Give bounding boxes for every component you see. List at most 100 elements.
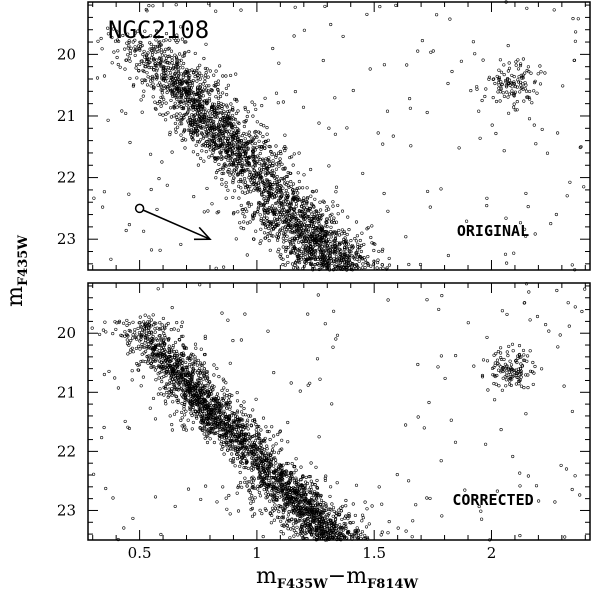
data-point (365, 227, 369, 231)
data-point (204, 130, 208, 134)
data-point (294, 499, 299, 503)
data-point (299, 220, 303, 225)
data-point (324, 220, 328, 224)
data-point (284, 245, 288, 249)
data-point (181, 54, 185, 58)
data-point (115, 38, 120, 42)
data-point (231, 447, 235, 451)
data-point (153, 417, 158, 421)
data-point (300, 199, 304, 203)
data-point (259, 438, 263, 442)
data-point (341, 240, 345, 244)
data-point (236, 154, 240, 158)
data-point (295, 254, 299, 258)
data-point (279, 177, 283, 181)
data-point (173, 53, 177, 57)
data-point (242, 131, 246, 136)
data-point (317, 228, 321, 232)
data-point (239, 460, 243, 464)
data-point (148, 76, 152, 80)
data-point (250, 465, 254, 469)
data-point (239, 139, 243, 143)
data-point (123, 47, 127, 51)
data-point (329, 230, 333, 234)
data-point (394, 3, 398, 7)
data-point (342, 251, 346, 255)
data-point (228, 439, 233, 443)
data-point (426, 189, 430, 193)
data-point (497, 68, 501, 72)
data-point (238, 152, 242, 156)
data-point (499, 80, 503, 84)
data-point (222, 125, 226, 130)
data-point (133, 53, 137, 57)
data-point (310, 515, 314, 519)
data-point (323, 476, 327, 480)
data-point (140, 110, 144, 114)
data-point (506, 44, 510, 48)
data-point (234, 111, 238, 115)
data-point (299, 232, 303, 236)
data-point (283, 199, 287, 203)
data-point (210, 126, 214, 130)
data-point (265, 200, 270, 205)
data-point (254, 454, 258, 459)
data-point (510, 85, 514, 89)
data-point (276, 465, 280, 469)
data-point (188, 92, 192, 96)
data-point (227, 424, 231, 428)
data-point (298, 486, 302, 490)
data-point (344, 498, 348, 503)
data-point (349, 250, 353, 254)
data-point (128, 140, 132, 145)
data-point (192, 99, 196, 103)
data-point (355, 250, 359, 254)
data-point (315, 485, 319, 490)
data-point (188, 128, 192, 132)
data-point (324, 229, 328, 234)
data-point (204, 150, 208, 154)
data-point (128, 51, 133, 56)
data-point (272, 464, 276, 468)
data-point (277, 480, 281, 484)
data-point (100, 47, 104, 51)
data-point (223, 116, 227, 120)
data-point (193, 355, 197, 359)
data-point (305, 537, 309, 541)
data-point (137, 46, 141, 50)
data-point (239, 179, 243, 183)
data-point (249, 414, 253, 418)
data-point (204, 88, 209, 92)
data-point (480, 98, 484, 103)
data-point (233, 138, 237, 143)
data-point (156, 101, 160, 106)
data-point (265, 132, 269, 136)
data-point (146, 361, 150, 365)
data-point (172, 350, 176, 354)
data-point (200, 126, 204, 130)
data-point (169, 71, 173, 75)
data-point (269, 482, 273, 486)
data-point (242, 454, 247, 459)
data-point (155, 29, 159, 33)
data-point (220, 106, 224, 111)
data-point (298, 251, 302, 255)
data-point (149, 42, 153, 46)
data-point (435, 13, 439, 17)
data-point (220, 388, 224, 392)
data-point (510, 89, 514, 93)
data-point (151, 396, 156, 400)
data-point (322, 259, 326, 263)
data-point (507, 61, 511, 65)
data-point (306, 517, 310, 521)
data-point (200, 116, 204, 120)
data-point (205, 124, 209, 129)
data-point (251, 154, 255, 158)
data-point (224, 147, 228, 151)
data-point (506, 95, 510, 99)
data-point (224, 196, 228, 200)
data-point (336, 264, 341, 268)
data-point (243, 426, 247, 430)
data-point (288, 241, 293, 245)
data-point (262, 202, 266, 206)
